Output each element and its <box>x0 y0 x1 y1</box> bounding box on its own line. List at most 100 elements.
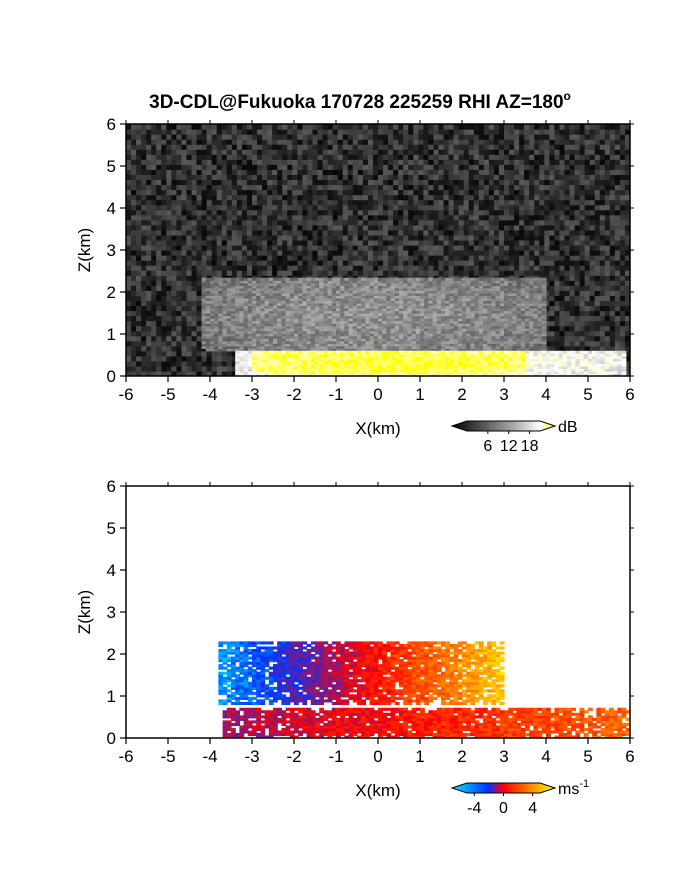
backscatter-cell <box>262 239 268 246</box>
backscatter-cell <box>131 300 137 307</box>
backscatter-cell <box>393 174 399 181</box>
backscatter-cell <box>423 265 429 271</box>
backscatter-cell <box>211 129 218 135</box>
backscatter-cell <box>191 250 198 256</box>
backscatter-cell <box>297 260 303 266</box>
backscatter-cell <box>297 204 303 211</box>
backscatter-cell <box>297 209 303 216</box>
backscatter-cell <box>332 224 339 231</box>
backscatter-cell <box>433 129 440 135</box>
backscatter-cell <box>146 204 152 211</box>
backscatter-cell <box>362 164 369 170</box>
backscatter-cell <box>378 154 384 160</box>
backscatter-cell <box>468 239 475 246</box>
backscatter-cell <box>589 280 596 286</box>
backscatter-cell <box>388 229 394 236</box>
backscatter-cell <box>226 164 233 170</box>
backscatter-cell <box>257 270 263 276</box>
backscatter-cell <box>624 280 630 286</box>
backscatter-cell <box>473 229 480 236</box>
backscatter-cell <box>458 159 465 165</box>
backscatter-cell <box>332 239 339 246</box>
backscatter-cell <box>186 250 193 256</box>
backscatter-cell <box>433 270 440 276</box>
backscatter-cell <box>322 134 329 140</box>
backscatter-cell <box>126 370 132 376</box>
backscatter-cell <box>166 320 172 327</box>
backscatter-cell <box>161 280 167 286</box>
backscatter-cell <box>241 174 248 181</box>
backscatter-cell <box>362 169 369 175</box>
backscatter-cell <box>206 154 213 160</box>
backscatter-cell <box>428 250 435 256</box>
backscatter-cell <box>176 265 183 271</box>
backscatter-cell <box>413 219 419 226</box>
backscatter-cell <box>342 194 349 201</box>
backscatter-cell <box>539 189 545 196</box>
backscatter-cell <box>498 129 505 135</box>
backscatter-cell <box>614 174 621 181</box>
backscatter-cell <box>292 265 298 271</box>
backscatter-cell <box>398 124 404 130</box>
backscatter-cell <box>559 310 566 317</box>
backscatter-cell <box>186 340 193 347</box>
backscatter-cell <box>151 350 157 357</box>
backscatter-cell <box>176 214 183 221</box>
backscatter-cell <box>317 184 324 191</box>
backscatter-cell <box>418 244 424 251</box>
backscatter-cell <box>216 365 223 372</box>
backscatter-cell <box>614 189 621 196</box>
backscatter-cell <box>136 355 142 362</box>
backscatter-cell <box>272 189 278 196</box>
backscatter-cell <box>519 270 525 276</box>
backscatter-cell <box>161 285 167 291</box>
backscatter-cell <box>257 174 263 181</box>
backscatter-cell <box>342 199 349 206</box>
backscatter-cell <box>443 134 450 140</box>
backscatter-cell <box>221 169 228 175</box>
backscatter-cell <box>433 184 440 191</box>
backscatter-cell <box>146 320 152 327</box>
backscatter-cell <box>362 244 369 251</box>
backscatter-cell <box>146 184 152 191</box>
backscatter-cell <box>468 154 475 160</box>
backscatter-cell <box>216 194 223 201</box>
backscatter-cell <box>604 234 611 241</box>
backscatter-cell <box>201 224 208 231</box>
backscatter-cell <box>252 214 258 221</box>
backscatter-cell <box>403 260 409 266</box>
backscatter-cell <box>524 164 530 170</box>
backscatter-cell <box>534 174 540 181</box>
backscatter-cell <box>549 229 555 236</box>
backscatter-cell <box>191 265 198 271</box>
backscatter-cell <box>252 209 258 216</box>
backscatter-cell <box>443 184 450 191</box>
backscatter-cell <box>463 194 470 201</box>
backscatter-cell <box>529 204 535 211</box>
backscatter-cell <box>166 300 172 307</box>
backscatter-cell <box>594 199 601 206</box>
backscatter-cell <box>176 275 183 281</box>
backscatter-cell <box>609 159 616 165</box>
backscatter-cell <box>191 290 198 296</box>
backscatter-cell <box>574 280 581 286</box>
backscatter-cell <box>176 124 183 130</box>
backscatter-cell <box>544 139 550 145</box>
backscatter-cell <box>136 169 142 175</box>
backscatter-cell <box>166 224 172 231</box>
backscatter-cell <box>352 255 359 261</box>
backscatter-cell <box>161 209 167 216</box>
backscatter-cell <box>292 179 298 186</box>
backscatter-cell <box>624 285 630 291</box>
backscatter-cell <box>186 164 193 170</box>
backscatter-cell <box>171 164 177 170</box>
backscatter-cell <box>297 250 303 256</box>
backscatter-cell <box>267 214 273 221</box>
backscatter-cell <box>292 194 298 201</box>
backscatter-cell <box>156 164 162 170</box>
backscatter-cell <box>433 169 440 175</box>
backscatter-cell <box>252 159 258 165</box>
backscatter-cell <box>151 260 157 266</box>
backscatter-cell <box>529 144 535 150</box>
backscatter-cell <box>181 179 188 186</box>
